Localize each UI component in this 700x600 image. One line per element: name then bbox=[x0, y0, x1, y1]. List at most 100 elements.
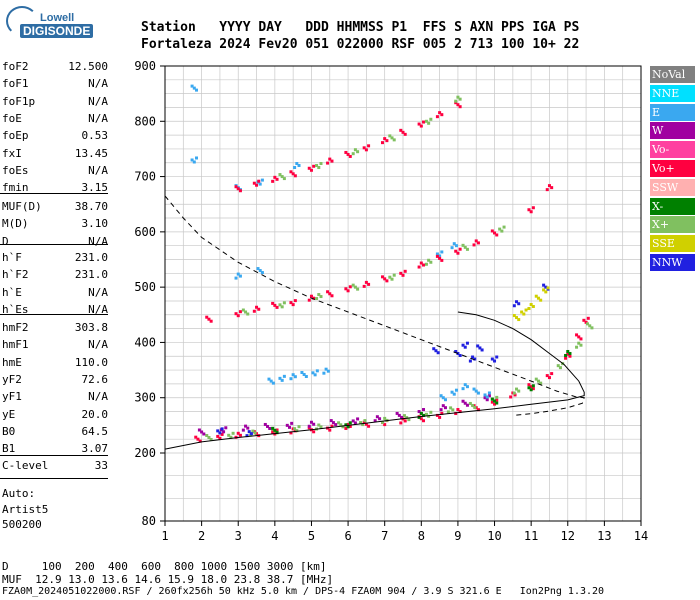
echo-point-x- bbox=[273, 428, 277, 432]
echo-point-vo-2nd-hop bbox=[364, 280, 368, 284]
echo-point-w bbox=[312, 422, 316, 426]
echo-point-vo-3rd-hop bbox=[234, 185, 238, 189]
echo-point-x-2nd-hop bbox=[388, 275, 392, 279]
echo-point-x- bbox=[405, 416, 409, 420]
param-value: 12.500 bbox=[68, 60, 108, 73]
echo-point-w bbox=[461, 399, 465, 403]
echo-point-x- bbox=[361, 423, 365, 427]
echo-point-e bbox=[474, 389, 478, 393]
echo-point-sse bbox=[529, 302, 533, 306]
echo-point-w bbox=[483, 396, 487, 400]
echo-point-sse bbox=[531, 304, 535, 308]
echo-point-vo- bbox=[312, 430, 316, 434]
echo-point-vo- bbox=[236, 431, 240, 435]
echo-point-vo- bbox=[403, 419, 407, 423]
echo-point-x-2nd-hop bbox=[317, 293, 321, 297]
echo-point-nnw bbox=[245, 434, 249, 438]
echo-point-x- bbox=[427, 414, 431, 418]
x-tick-label: 12 bbox=[561, 529, 575, 543]
panel-separator bbox=[0, 244, 108, 245]
echo-point-x- bbox=[473, 405, 477, 409]
param-yf1: yF1 N/A bbox=[2, 390, 108, 407]
param-key: foEp bbox=[2, 129, 29, 143]
echo-point-vo-2nd-hop bbox=[234, 312, 238, 316]
echo-point-sse bbox=[544, 290, 548, 294]
echo-point-x- bbox=[344, 423, 348, 427]
x-tick-label: 6 bbox=[344, 529, 351, 543]
echo-point-vo-2nd-hop bbox=[458, 247, 462, 251]
echo-point-w bbox=[400, 415, 404, 419]
panel-separator bbox=[0, 314, 108, 315]
echo-point-e bbox=[487, 391, 491, 395]
param-fxi: fxI 13.45 bbox=[2, 147, 108, 164]
echo-point-e bbox=[450, 246, 454, 250]
echo-point-vo-2nd-hop bbox=[307, 298, 311, 302]
param-muf-d-: MUF(D) 38.70 bbox=[2, 200, 108, 217]
echo-point-vo-3rd-hop bbox=[252, 181, 256, 185]
echo-point-e bbox=[443, 398, 447, 402]
legend-item-sse: SSE bbox=[650, 235, 695, 253]
panel-separator bbox=[0, 455, 108, 456]
echo-point-vo-2nd-hop bbox=[529, 210, 533, 214]
echo-point-sse bbox=[527, 306, 531, 310]
echo-point-vo-2nd-hop bbox=[238, 310, 242, 314]
echo-point-x- bbox=[566, 349, 570, 353]
echo-point-vo- bbox=[586, 316, 590, 320]
echo-point-vo-3rd-hop bbox=[419, 124, 423, 128]
echo-point-nnw bbox=[512, 304, 516, 308]
echo-point-x- bbox=[380, 420, 384, 424]
legend-item-noval: NoVal bbox=[650, 66, 695, 83]
echo-point-vo-2nd-hop bbox=[476, 241, 480, 245]
param-key: yE bbox=[2, 407, 16, 421]
echo-point-vo- bbox=[547, 376, 551, 380]
y-tick-label: 800 bbox=[134, 114, 156, 128]
echo-point-x- bbox=[534, 377, 538, 381]
echo-point-vo- bbox=[529, 385, 533, 389]
echo-point-vo-2nd-hop bbox=[346, 289, 350, 293]
echo-point-vo-2nd-hop bbox=[271, 301, 275, 305]
echo-point-vo- bbox=[440, 411, 444, 415]
echo-point-vo-3rd-hop bbox=[257, 179, 261, 183]
x-tick-label: 11 bbox=[524, 529, 538, 543]
echo-point-vo-3rd-hop bbox=[422, 120, 426, 124]
param-fof1: foF1 N/A bbox=[2, 77, 108, 94]
echo-point-vo-2nd-hop bbox=[527, 208, 531, 212]
echo-point-vo-2nd-hop bbox=[493, 231, 497, 235]
echo-point-vo-3rd-hop bbox=[435, 115, 439, 119]
echo-point-vo- bbox=[577, 335, 581, 339]
echo-point-w bbox=[395, 411, 399, 415]
echo-point-vo-2nd-hop bbox=[495, 233, 499, 237]
profile-solid-curve bbox=[164, 311, 585, 450]
echo-point-x-3rd-hop bbox=[427, 121, 431, 125]
param-key: foEs bbox=[2, 163, 29, 177]
param-key: D bbox=[2, 234, 9, 248]
echo-point-x-2nd-hop bbox=[502, 225, 506, 229]
echo-point-nnw bbox=[218, 431, 222, 435]
echo-point-vo-2nd-hop bbox=[344, 287, 348, 291]
echo-point-x-2nd-hop bbox=[429, 260, 433, 264]
echo-point-vo-3rd-hop bbox=[458, 105, 462, 109]
echo-point-x-3rd-hop bbox=[351, 152, 355, 156]
echo-point-nnw bbox=[495, 355, 499, 359]
echo-point-x-2nd-hop bbox=[498, 227, 502, 231]
echo-point-w bbox=[329, 419, 333, 423]
param-value: 3.15 bbox=[81, 181, 109, 195]
echo-point-vo-2nd-hop bbox=[289, 301, 293, 305]
echo-point-vo-3rd-hop bbox=[238, 189, 242, 193]
echo-point-sse bbox=[539, 298, 543, 302]
echo-point-vo-2nd-hop bbox=[440, 258, 444, 262]
echo-point-vo- bbox=[513, 393, 517, 397]
header-line-2: Fortaleza 2024 Fev20 051 022000 RSF 005 … bbox=[141, 37, 580, 52]
echo-point-w bbox=[307, 424, 311, 428]
echo-point-sse bbox=[522, 312, 526, 316]
echo-point-x-2nd-hop bbox=[356, 287, 360, 291]
param-key: B1 bbox=[2, 442, 16, 456]
logo-swoosh-icon bbox=[6, 6, 38, 36]
echo-point-vo-2nd-hop bbox=[383, 277, 387, 281]
echo-point-e bbox=[190, 158, 194, 162]
x-tick-label: 7 bbox=[381, 529, 388, 543]
echo-point-w bbox=[441, 404, 445, 408]
echo-point-x- bbox=[317, 423, 321, 427]
echo-point-x- bbox=[407, 418, 411, 422]
param-value: 13.45 bbox=[74, 146, 108, 160]
